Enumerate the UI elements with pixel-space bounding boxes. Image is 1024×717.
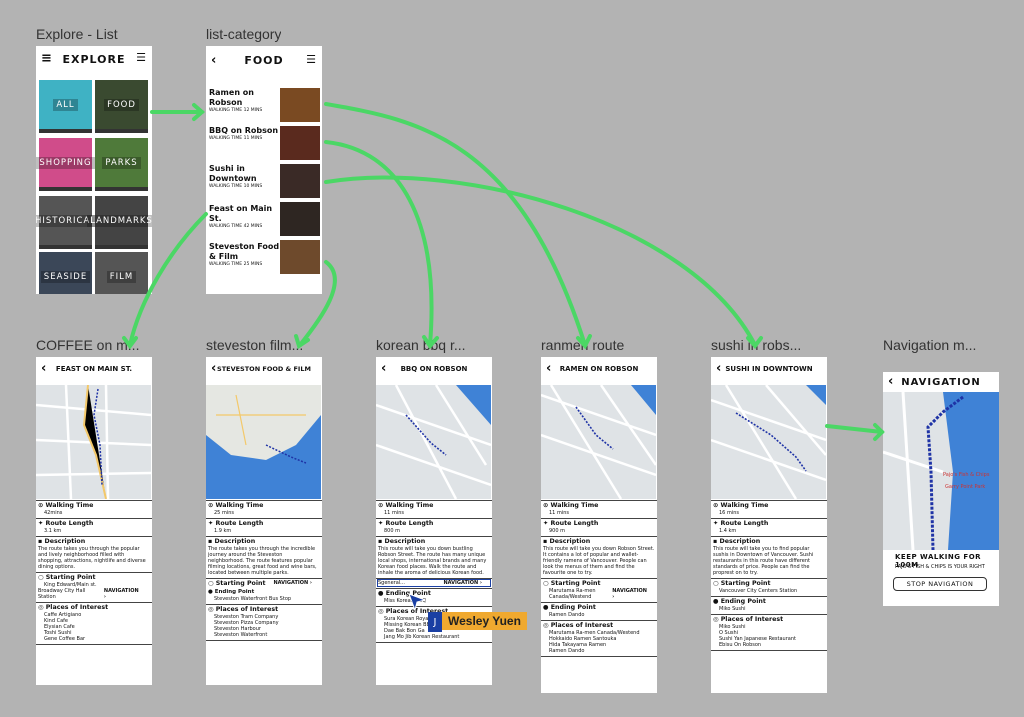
stop-navigation-button[interactable]: STOP NAVIGATION — [893, 577, 987, 591]
frame-label-coffee: COFFEE on m... — [36, 337, 140, 353]
navigation-frame: ‹ NAVIGATION Pajo's Fish & Chips Garry P… — [883, 372, 999, 606]
route-title: STEVESTON FOOD & FILM — [217, 365, 311, 373]
back-icon[interactable]: ‹ — [381, 361, 387, 376]
tile-seaside[interactable]: SEASIDE — [39, 252, 92, 294]
back-icon[interactable]: ‹ — [211, 53, 217, 68]
filter-icon[interactable]: ☰ — [136, 51, 146, 64]
navigation-button[interactable]: NAVIGATION › — [273, 580, 312, 586]
frame-label-steveston: steveston film... — [206, 337, 304, 353]
map-graphic — [376, 385, 491, 499]
navigation-button[interactable]: NAVIGATION › — [612, 588, 647, 600]
route-details: ⊙ Walking Time 42mins ✦ Route Length 3.1 k… — [36, 500, 152, 648]
route-title: FEAST ON MAIN ST. — [55, 365, 133, 373]
route-map[interactable] — [206, 385, 321, 499]
navigation-map[interactable]: Pajo's Fish & Chips Garry Point Park — [883, 392, 999, 550]
back-icon[interactable]: ‹ — [888, 374, 894, 389]
thumbnail-bbq — [280, 126, 320, 160]
route-details: ⊙ Walking Time 11 mins ✦ Route Length 900 … — [541, 500, 657, 660]
list-item[interactable]: Steveston Food & Film WALKING TIME 25 MIN… — [209, 242, 280, 267]
back-icon[interactable]: ‹ — [41, 361, 47, 376]
route-map[interactable] — [36, 385, 151, 499]
filter-icon[interactable]: ☰ — [306, 53, 316, 66]
route-header: ‹ BBQ ON ROBSON — [376, 357, 492, 381]
tile-film[interactable]: FILM — [95, 252, 148, 294]
route-header: ‹ FEAST ON MAIN ST. — [36, 357, 152, 381]
list-item[interactable]: Ramen on Robson WALKING TIME 12 MINS — [209, 88, 263, 113]
map-graphic — [206, 385, 321, 499]
frame-label-korean: korean bbq r... — [376, 337, 466, 353]
thumbnail-coffee — [280, 202, 320, 236]
tile-all[interactable]: ALL — [39, 80, 92, 133]
list-item[interactable]: Sushi in Downtown WALKING TIME 10 MINS — [209, 164, 263, 189]
tile-food[interactable]: FOOD — [95, 80, 148, 133]
list-item[interactable]: BBQ on Robson WALKING TIME 11 MINS — [209, 126, 279, 141]
tile-parks[interactable]: PARKS — [95, 138, 148, 191]
category-title: FOOD — [244, 53, 284, 67]
navigation-header: ‹ NAVIGATION — [883, 372, 999, 392]
ramen-route-frame: ‹ RAMEN ON ROBSON ⊙ Walking Time 11 mins … — [541, 357, 657, 693]
korean-route-frame: ‹ BBQ ON ROBSON ⊙ Walking Time 11 mins ✦ … — [376, 357, 492, 685]
frame-label-ramen: ranmen route — [541, 337, 625, 353]
tile-landmarks[interactable]: LANDMARKS — [87, 196, 152, 249]
tile-shopping[interactable]: SHOPPING — [36, 138, 95, 191]
route-map[interactable] — [541, 385, 656, 499]
explore-title: EXPLORE — [62, 52, 126, 66]
cursor-initial-badge: J — [428, 612, 442, 632]
frame-label-list-category: list-category — [206, 26, 282, 42]
tile-historical[interactable]: HISTORICAL — [36, 196, 100, 249]
navigation-instruction: KEEP WALKING FOR 100M — [895, 553, 982, 569]
map-graphic — [883, 392, 999, 550]
route-header: ‹ STEVESTON FOOD & FILM — [206, 357, 322, 381]
thumbnail-sushi — [280, 164, 320, 198]
navigation-subtext: PAJO'S FISH & CHIPS IS YOUR RIGHT — [895, 564, 985, 570]
map-graphic — [541, 385, 656, 499]
steveston-route-frame: ‹ STEVESTON FOOD & FILM ⊙ Walking Time 25… — [206, 357, 322, 685]
route-details: ⊙ Walking Time 25 mins ✦ Route Length 1.9 … — [206, 500, 322, 644]
map-label: Pajo's Fish & Chips — [943, 472, 990, 478]
frame-label-navigation: Navigation m... — [883, 337, 977, 353]
thumbnail-ramen — [280, 88, 320, 122]
thumbnail-steveston — [280, 240, 320, 274]
coffee-route-frame: ‹ FEAST ON MAIN ST. ⊙ Walking Time 42mins… — [36, 357, 152, 685]
route-header: ‹ RAMEN ON ROBSON — [541, 357, 657, 381]
route-title: BBQ ON ROBSON — [400, 365, 468, 373]
route-title: SUSHI IN DOWNTOWN — [725, 365, 813, 373]
navigation-button[interactable]: Sgeneral... NAVIGATION › — [377, 579, 491, 587]
cursor-pointer-icon — [408, 593, 427, 612]
route-title: RAMEN ON ROBSON — [559, 365, 639, 373]
back-icon[interactable]: ‹ — [211, 361, 217, 376]
frame-label-sushi: sushi in robs... — [711, 337, 802, 353]
route-details: ⊙ Walking Time 16 mins ✦ Route Length 1.4 … — [711, 500, 827, 654]
category-header: ‹ FOOD ☰ — [206, 46, 322, 74]
back-icon[interactable]: ‹ — [546, 361, 552, 376]
back-icon[interactable]: ‹ — [716, 361, 722, 376]
sushi-route-frame: ‹ SUSHI IN DOWNTOWN ⊙ Walking Time 16 min… — [711, 357, 827, 693]
map-graphic — [36, 385, 151, 499]
map-graphic — [711, 385, 826, 499]
explore-header: ≡ EXPLORE ☰ — [36, 46, 152, 72]
navigation-button[interactable]: NAVIGATION › — [103, 588, 139, 600]
explore-list-frame: ≡ EXPLORE ☰ ALL FOOD SHOPPING PARKS HIST… — [36, 46, 152, 294]
route-header: ‹ SUSHI IN DOWNTOWN — [711, 357, 827, 381]
frame-label-explore-list: Explore - List — [36, 26, 118, 42]
route-map[interactable] — [376, 385, 491, 499]
map-label: Garry Point Park — [945, 484, 986, 490]
cursor-name-tag: Wesley Yuen — [442, 612, 527, 630]
list-category-frame: ‹ FOOD ☰ Ramen on Robson WALKING TIME 12 … — [206, 46, 322, 294]
navigation-title: NAVIGATION — [901, 376, 981, 388]
route-map[interactable] — [711, 385, 826, 499]
hamburger-icon[interactable]: ≡ — [41, 51, 52, 66]
list-item[interactable]: Feast on Main St. WALKING TIME 42 MINS — [209, 204, 273, 229]
